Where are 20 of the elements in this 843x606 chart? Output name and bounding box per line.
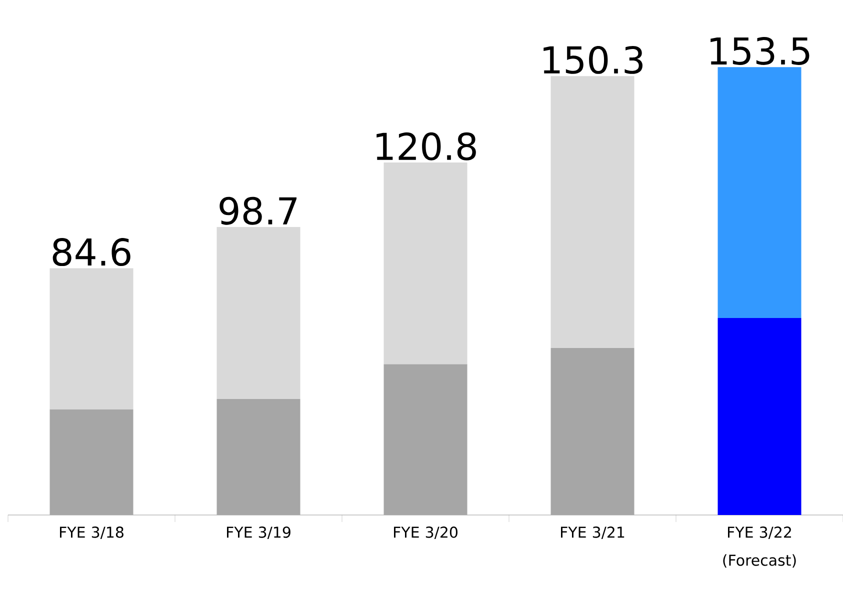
x-tick-label: FYE 3/20 <box>394 526 458 540</box>
bar <box>718 67 802 318</box>
x-tick-label: FYE 3/18 <box>60 526 124 540</box>
annotation: 84.6 <box>52 238 130 266</box>
bar <box>50 409 134 515</box>
bar <box>384 162 468 364</box>
annotation: 153.5 <box>710 36 810 65</box>
bar <box>550 348 634 515</box>
x-tick-label: FYE 3/22 (Forecast) <box>723 526 796 568</box>
bar <box>50 268 134 410</box>
bar <box>384 364 468 515</box>
bar <box>216 399 300 515</box>
annotation: 98.7 <box>220 196 297 225</box>
bar <box>550 76 634 348</box>
annotation: 120.8 <box>376 132 476 160</box>
annotation: 150.3 <box>544 46 642 74</box>
x-tick-label: FYE 3/19 <box>227 526 290 540</box>
bar <box>718 318 802 515</box>
bar <box>216 227 300 400</box>
x-tick-label: FYE 3/21 <box>561 526 624 540</box>
